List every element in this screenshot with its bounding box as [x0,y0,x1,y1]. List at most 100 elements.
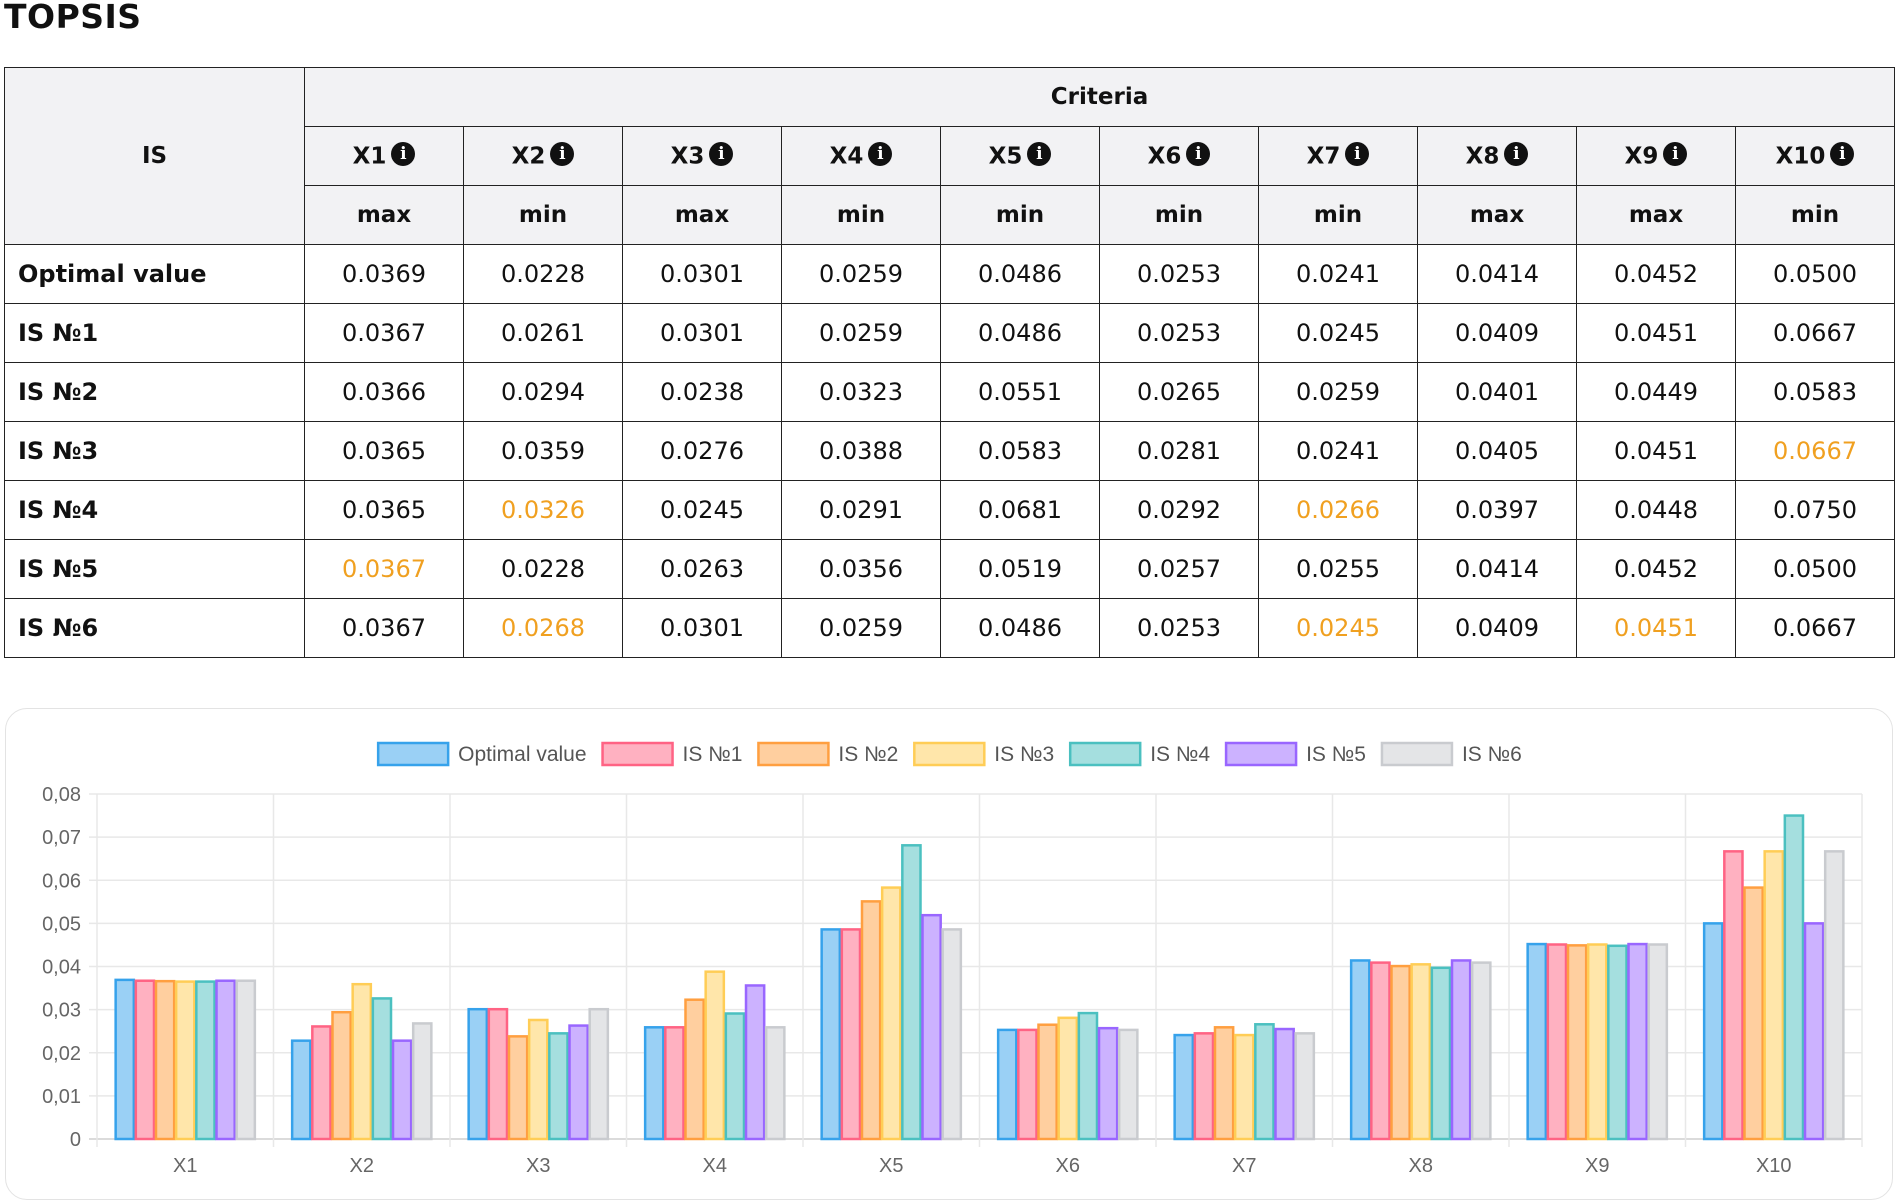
y-tick-label: 0,08 [42,784,81,806]
bar [1349,959,1371,1141]
table-cell: 0.0451 [1576,303,1736,363]
info-circle-icon[interactable]: i [1663,142,1688,167]
x-tick-label: X2 [350,1155,374,1177]
table-cell: 0.0367 [304,598,464,658]
bar [215,979,236,1141]
table-row: IS №3 0.0365 0.0359 0.0276 0.0388 0.0583 0.028… [4,421,1896,481]
bar [1723,850,1744,1141]
criterion-direction: max [1576,185,1736,245]
table-cell: 0.0281 [1099,421,1259,481]
info-circle-icon[interactable]: i [1830,142,1855,167]
info-circle-icon[interactable]: i [550,142,575,167]
table-cell: 0.0291 [781,480,941,540]
criterion-name: X10 [1775,143,1826,170]
bar [1193,1032,1215,1141]
bar [1743,886,1764,1141]
x-tick-label: X5 [879,1155,903,1177]
table-cell: 0.0667 [1734,421,1896,481]
legend-swatch [1380,741,1454,767]
bar [1173,1033,1195,1141]
criterion-name: X3 [670,143,705,170]
table-cell: 0.0261 [463,303,623,363]
x-tick-label: X4 [703,1155,727,1177]
bar [1274,1027,1295,1141]
info-circle-icon[interactable]: i [391,142,416,167]
table-cell: 0.0266 [1258,480,1418,540]
row-label: IS №6 [4,598,305,658]
table-cell: 0.0452 [1576,539,1736,599]
table-cell: 0.0253 [1099,244,1259,304]
info-circle-icon[interactable]: i [709,142,734,167]
bar [311,1025,332,1141]
bar [724,1012,746,1141]
criterion-direction: min [1734,185,1896,245]
criterion-name: X7 [1306,143,1341,170]
criterion-direction: min [781,185,941,245]
table-row: Optimal value 0.0369 0.0228 0.0301 0.0259 0.0… [4,244,1896,304]
bar [1546,943,1568,1141]
y-tick-label: 0,02 [42,1043,81,1065]
x-tick-label: X7 [1232,1155,1256,1177]
bar [1017,1028,1038,1141]
legend-swatch [1224,741,1298,767]
table-cell: 0.0448 [1576,480,1736,540]
x-tick-label: X6 [1056,1155,1080,1177]
info-circle-icon[interactable]: i [1027,142,1052,167]
legend-swatch [601,741,674,767]
bar [941,928,963,1141]
table-cell: 0.0401 [1417,362,1577,422]
bar [391,1039,413,1141]
table-cell: 0.0301 [622,303,782,363]
row-label: IS №3 [4,421,305,481]
table-cell: 0.0259 [781,598,941,658]
row-label: IS №5 [4,539,305,599]
bar [820,928,842,1141]
table-cell: 0.0388 [781,421,941,481]
table-cell: 0.0241 [1258,244,1418,304]
legend-swatch [1068,741,1142,767]
bar [764,1026,786,1141]
table-row: IS №2 0.0366 0.0294 0.0238 0.0323 0.0551 0.026… [4,362,1896,422]
table-cell: 0.0365 [304,421,464,481]
y-tick-label: 0 [70,1129,81,1151]
table-row: IS №6 0.0367 0.0268 0.0301 0.0259 0.0486 0.025… [4,598,1896,658]
table-cell: 0.0500 [1734,244,1896,304]
table-cell: 0.0397 [1417,480,1577,540]
criterion-header: X2 i [463,126,623,186]
bar [1097,1026,1119,1141]
criterion-name: X6 [1147,143,1182,170]
bar [744,984,766,1141]
table-cell: 0.0245 [1258,303,1418,363]
row-label: Optimal value [4,244,305,304]
info-circle-icon[interactable]: i [868,142,893,167]
bar [1763,850,1785,1141]
info-circle-icon[interactable]: i [1186,142,1211,167]
bar [235,979,257,1141]
x-tick-label: X9 [1585,1155,1609,1177]
criterion-header: X5 i [940,126,1100,186]
table-cell: 0.0367 [304,303,464,363]
legend-swatch [913,741,986,767]
table-cell: 0.0259 [1258,362,1418,422]
bar [568,1024,589,1141]
x-tick-label: X3 [526,1155,550,1177]
table-cell: 0.0583 [940,421,1100,481]
criterion-direction: min [463,185,623,245]
y-tick-label: 0,07 [42,827,81,849]
table-cell: 0.0301 [622,598,782,658]
criterion-name: X9 [1624,143,1659,170]
legend-label: IS №1 [683,743,743,766]
table-cell: 0.0365 [304,480,464,540]
table-cell: 0.0369 [304,244,464,304]
bar [1410,963,1432,1141]
bar [588,1007,610,1141]
bar [331,1010,352,1141]
table-cell: 0.0301 [622,244,782,304]
x-tick-label: X1 [173,1155,197,1177]
table-cell: 0.0257 [1099,539,1259,599]
table-row: IS №1 0.0367 0.0261 0.0301 0.0259 0.0486 0.025… [4,303,1896,363]
criterion-name: X4 [829,143,864,170]
info-circle-icon[interactable]: i [1345,142,1370,167]
info-circle-icon[interactable]: i [1504,142,1529,167]
criterion-header: X7 i [1258,126,1418,186]
